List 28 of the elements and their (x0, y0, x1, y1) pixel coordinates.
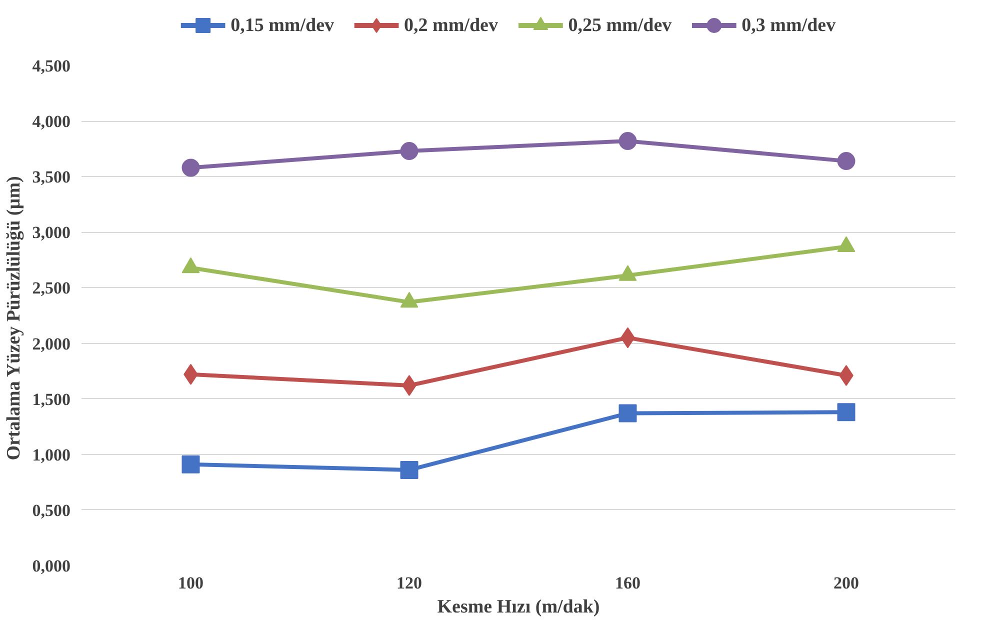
y-tick-label: 4,000 (32, 112, 70, 132)
point (837, 152, 856, 170)
y-tick-label: 2,500 (32, 278, 70, 298)
legend-label: 0,2 mm/dev (404, 15, 498, 36)
x-tick-label: 100 (178, 574, 204, 592)
y-tick-label: 0,500 (32, 500, 70, 520)
x-tick-label: 120 (396, 574, 422, 592)
legend-label: 0,3 mm/dev (742, 15, 836, 36)
y-tick-label: 0,000 (32, 556, 70, 576)
y-tick-label: 3,000 (32, 223, 70, 242)
legend-label: 0,25 mm/dev (568, 15, 672, 36)
point (182, 158, 200, 177)
y-tick-label: 2,000 (32, 334, 70, 354)
y-tick-label: 3,500 (32, 168, 70, 187)
y-tick-label: 4,500 (32, 56, 70, 76)
legend-label: 0,15 mm/dev (230, 15, 334, 36)
x-axis-title: Kesme Hızı (m/dak) (437, 596, 600, 618)
point (837, 403, 856, 422)
point (400, 460, 418, 479)
y-axis-title: Ortalama Yüzey Pürüzlülüğü (µm) (3, 176, 24, 460)
y-tick-label: 1,500 (32, 390, 70, 409)
x-tick-label: 160 (615, 574, 640, 592)
y-tick-label: 1,000 (32, 445, 70, 464)
point (400, 142, 418, 160)
x-tick-label: 200 (834, 574, 859, 592)
point (618, 404, 637, 422)
point (618, 132, 637, 150)
point (182, 455, 200, 474)
